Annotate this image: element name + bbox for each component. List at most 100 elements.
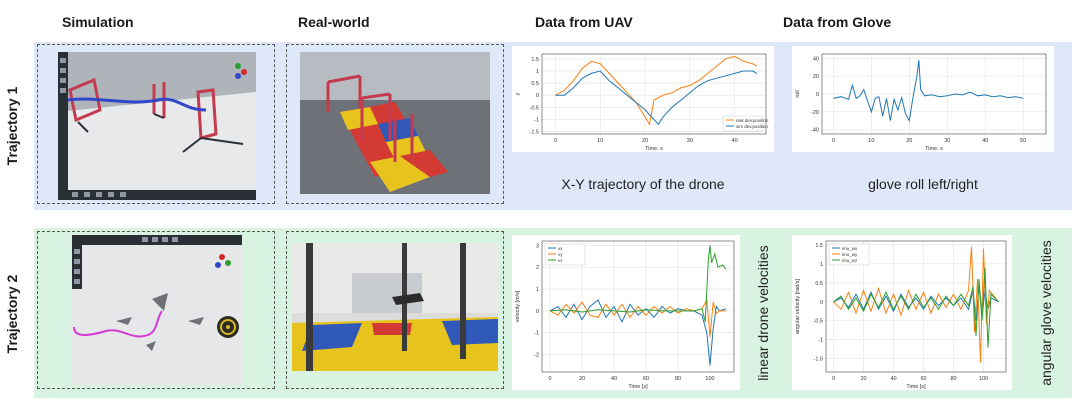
header-glove: Data from Glove <box>783 14 892 30</box>
traj2-glove-axes-frame <box>825 240 1007 373</box>
traj2-uav-xtick-3: 60 <box>643 376 649 382</box>
real-world-2-frame <box>286 231 504 389</box>
traj2-glove-xtick-3: 60 <box>920 376 926 382</box>
traj2-uav-ytick-2: 0 <box>536 309 539 315</box>
traj1-uav-series-sim-dev-position <box>555 70 758 126</box>
traj2-glove-ytick-4: 0.5 <box>815 281 823 287</box>
header-simulation: Simulation <box>62 14 134 30</box>
traj1-uav-ytick-2: -0.5 <box>530 105 539 111</box>
traj1-glove-axes-frame <box>821 53 1047 135</box>
traj2-uav-series-vz <box>549 245 727 322</box>
traj2-uav-legend-label-0: vx <box>558 246 563 251</box>
traj1-glove-xlabel: Time, s <box>925 146 943 152</box>
traj2-uav-ytick-1: -1 <box>534 331 539 337</box>
traj2-glove-xlabel: Time [s] <box>906 384 926 390</box>
traj2-glove-ytick-3: 0 <box>820 300 823 306</box>
traj1-uav-series-real-dev-position <box>555 55 758 126</box>
traj1-glove-series-0 <box>833 60 1024 123</box>
real-world-1-frame <box>286 44 504 204</box>
caption-uav-trajectory-1: X-Y trajectory of the drone <box>561 176 725 192</box>
traj1-uav-xtick-4: 40 <box>732 138 738 144</box>
traj1-uav-ytick-6: 1.5 <box>531 57 539 63</box>
traj2-glove-series-imu-wy <box>833 246 999 363</box>
traj2-glove-xtick-1: 20 <box>860 376 866 382</box>
traj2-uav-xtick-2: 40 <box>611 376 617 382</box>
glove-trajectory-2-plot: 0 20 40 60 80 100 -1.5 -1 -0.5 0 0.5 1 1.5 Time [s] an… <box>792 235 1012 390</box>
traj2-uav-xtick-5: 100 <box>705 376 714 382</box>
traj1-glove-ytick-1: -20 <box>811 110 819 116</box>
traj1-glove-xtick-0: 0 <box>832 138 835 144</box>
traj2-glove-xtick-5: 100 <box>979 376 988 382</box>
real-world-2-photo <box>292 243 498 371</box>
traj2-uav-ylabel: velocity [m/s] <box>515 290 521 322</box>
traj1-uav-ytick-5: 1 <box>536 69 539 75</box>
header-real-world: Real-world <box>298 14 370 30</box>
traj1-uav-xtick-3: 30 <box>687 138 693 144</box>
traj2-uav-xtick-0: 0 <box>548 376 551 382</box>
traj2-glove-legend-label-1: imu_wy <box>842 252 858 257</box>
traj2-glove-ytick-6: 1.5 <box>815 243 823 249</box>
traj2-uav-ytick-0: -2 <box>534 353 539 359</box>
traj1-glove-xtick-5: 50 <box>1020 138 1026 144</box>
traj2-glove-xtick-2: 40 <box>890 376 896 382</box>
traj2-uav-axes-frame <box>541 240 735 373</box>
traj1-glove-ytick-3: 20 <box>813 74 819 80</box>
traj1-glove-xtick-4: 40 <box>982 138 988 144</box>
traj2-glove-legend-label-2: imu_wz <box>842 258 858 263</box>
traj1-uav-ytick-0: -1.5 <box>530 130 539 136</box>
uav-trajectory-1-plot: 0 10 20 30 40 -1.5 -1 -0.5 0 0.5 1 1.5 Time, s y real … <box>512 46 774 152</box>
traj2-glove-ytick-2: -0.5 <box>814 319 823 325</box>
simulation-2-scene <box>72 235 242 385</box>
traj1-glove-xtick-2: 20 <box>906 138 912 144</box>
traj2-uav-legend-label-2: vz <box>558 258 563 263</box>
real-world-1-photo <box>300 52 490 194</box>
traj1-glove-ytick-4: 40 <box>813 56 819 62</box>
traj2-glove-xtick-0: 0 <box>832 376 835 382</box>
traj2-glove-xtick-4: 80 <box>950 376 956 382</box>
uav-trajectory-1-chart: 0 10 20 30 40 -1.5 -1 -0.5 0 0.5 1 1.5 Time, s y real … <box>515 53 769 152</box>
row-label-trajectory-1: Trajectory 1 <box>4 86 20 166</box>
simulation-1-scene <box>58 52 256 200</box>
traj2-glove-ytick-1: -1 <box>818 338 823 344</box>
traj2-glove-series-imu-wz <box>833 267 999 348</box>
traj2-uav-xlabel: Time [s] <box>628 384 648 390</box>
header-uav: Data from UAV <box>535 14 633 30</box>
traj1-glove-ytick-0: -40 <box>811 128 819 134</box>
traj2-uav-legend-label-1: vy <box>558 252 563 257</box>
traj1-uav-ytick-3: 0 <box>536 93 539 99</box>
traj2-uav-ytick-3: 1 <box>536 287 539 293</box>
traj2-uav-ytick-4: 2 <box>536 265 539 271</box>
glove-trajectory-1-chart: 0 10 20 30 40 50 -40 -20 0 20 40 Time, s roll <box>795 53 1047 152</box>
traj2-glove-legend-label-0: imu_wx <box>842 246 858 251</box>
traj2-uav-xtick-4: 80 <box>675 376 681 382</box>
traj2-uav-series-vy <box>549 298 726 338</box>
traj1-uav-xtick-1: 10 <box>597 138 603 144</box>
traj1-uav-xtick-2: 20 <box>642 138 648 144</box>
glove-trajectory-2-chart: 0 20 40 60 80 100 -1.5 -1 -0.5 0 0.5 1 1.5 Time [s] an… <box>795 240 1007 390</box>
traj1-glove-ylabel: roll <box>795 90 801 97</box>
row-label-trajectory-2: Trajectory 2 <box>4 274 20 354</box>
traj1-glove-xtick-3: 30 <box>944 138 950 144</box>
simulation-1-frame <box>37 44 275 204</box>
traj2-glove-ylabel: angular velocity [rad/s] <box>795 279 801 334</box>
glove-trajectory-1-plot: 0 10 20 30 40 50 -40 -20 0 20 40 Time, s roll <box>792 46 1054 152</box>
uav-trajectory-2-chart: 0 20 40 60 80 100 -2 -1 0 1 2 3 Time [s] velocity [m/… <box>515 240 735 390</box>
traj2-glove-ytick-0: -1.5 <box>814 357 823 363</box>
traj1-uav-ytick-4: 0.5 <box>531 81 539 87</box>
caption-glove-trajectory-1: glove roll left/right <box>868 176 978 192</box>
traj2-uav-series-vx <box>549 299 727 366</box>
caption-glove-trajectory-2: angular glove velocities <box>1038 240 1054 386</box>
traj1-uav-ytick-1: -1 <box>534 117 539 123</box>
traj2-uav-xtick-1: 20 <box>579 376 585 382</box>
traj1-uav-xtick-0: 0 <box>554 138 557 144</box>
traj1-uav-axes-frame <box>541 53 767 135</box>
traj1-uav-legend-label-0: real dev.position <box>736 118 769 123</box>
traj1-uav-xlabel: Time, s <box>645 146 663 152</box>
traj1-glove-ytick-2: 0 <box>816 92 819 98</box>
uav-trajectory-2-plot: 0 20 40 60 80 100 -2 -1 0 1 2 3 Time [s] velocity [m/… <box>512 235 740 390</box>
traj1-uav-ylabel: y <box>515 92 521 95</box>
traj2-glove-ytick-5: 1 <box>820 262 823 268</box>
simulation-2-frame <box>37 231 275 389</box>
traj2-uav-ytick-5: 3 <box>536 243 539 249</box>
traj1-uav-legend-label-1: sim dev.position <box>736 124 768 129</box>
